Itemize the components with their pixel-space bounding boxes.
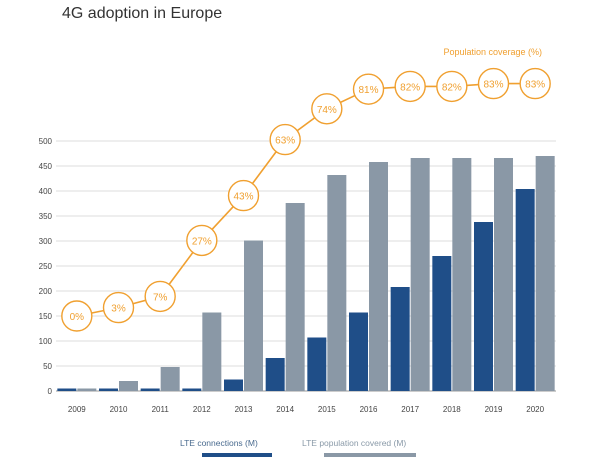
bars [57, 156, 555, 391]
chart-title: 4G adoption in Europe [62, 5, 223, 22]
x-tick-label: 2014 [276, 405, 294, 414]
coverage-bubble [436, 70, 468, 103]
coverage-label: 82% [400, 82, 420, 93]
y-tick-label: 0 [48, 387, 53, 396]
bar-lte-connections [349, 312, 368, 391]
y-tick-label: 400 [39, 187, 53, 196]
x-tick-label: 2016 [360, 405, 378, 414]
coverage-label: 83% [483, 80, 503, 91]
bar-lte-population-covered [452, 158, 472, 391]
coverage-bubble [311, 93, 343, 125]
bar-lte-connections [99, 388, 118, 391]
y-tick-label: 200 [39, 287, 53, 296]
bar-lte-population-covered [494, 158, 513, 391]
coverage-label: 0% [70, 312, 85, 323]
y-tick-label: 50 [43, 362, 52, 371]
coverage-bubble [227, 179, 260, 212]
bar-lte-population-covered [244, 240, 263, 391]
x-tick-label: 2018 [443, 405, 461, 414]
y-tick-label: 150 [39, 312, 53, 321]
bar-lte-connections [432, 256, 452, 391]
x-tick-label: 2020 [526, 405, 544, 414]
coverage-label: 7% [153, 292, 168, 303]
bar-lte-population-covered [327, 175, 347, 391]
coverage-bubble [477, 67, 510, 100]
y-tick-label: 500 [39, 137, 53, 146]
bar-lte-connections [140, 388, 160, 391]
bar-lte-population-covered [160, 367, 180, 391]
coverage-bubble [394, 70, 426, 103]
bar-lte-population-covered [202, 312, 222, 391]
bar-lte-population-covered [535, 156, 555, 391]
grid-lines [56, 140, 556, 392]
x-tick-label: 2009 [68, 405, 86, 414]
x-axis: 2009 2010 2011 2012 2013 2014 2015 2016 2017 2018… [68, 405, 545, 414]
bar-lte-population-covered [285, 203, 305, 391]
x-tick-label: 2019 [485, 405, 503, 414]
y-tick-label: 300 [39, 237, 53, 246]
bar-lte-population-covered [119, 381, 138, 391]
coverage-label: 82% [442, 82, 462, 93]
legend-lte-population-covered-label: LTE population covered (M) [302, 438, 406, 448]
bar-lte-connections [515, 189, 535, 391]
coverage-label: 63% [275, 136, 295, 147]
coverage-bubble [61, 300, 93, 332]
legend-lte-connections-label: LTE connections (M) [180, 438, 258, 448]
bar-lte-connections [182, 388, 202, 391]
coverage-bubble [186, 224, 218, 257]
x-tick-label: 2012 [193, 405, 211, 414]
coverage-bubble [352, 73, 385, 105]
y-tick-label: 250 [39, 262, 53, 271]
bar-lte-connections [57, 388, 77, 391]
y-tick-label: 450 [39, 162, 53, 171]
coverage-label: 74% [317, 105, 337, 116]
coverage-label: 43% [233, 192, 253, 203]
coverage-bubble [269, 123, 301, 156]
y-tick-label: 100 [39, 337, 53, 346]
coverage-bubble [519, 67, 551, 100]
y-tick-label: 350 [39, 212, 53, 221]
x-tick-label: 2015 [318, 405, 336, 414]
legend-lte-connections-swatch [202, 453, 272, 457]
legend-lte-population-covered-swatch [324, 453, 416, 457]
coverage-label: 83% [525, 80, 545, 91]
bar-lte-connections [224, 379, 243, 391]
x-tick-label: 2017 [401, 405, 419, 414]
legend: LTE connections (M) LTE population covere… [180, 438, 416, 457]
bar-lte-connections [265, 358, 285, 391]
coverage-label: 3% [111, 304, 126, 315]
bar-lte-population-covered [369, 162, 388, 391]
coverage-bubble [102, 291, 135, 324]
x-tick-label: 2011 [152, 405, 170, 414]
coverage-line: 0% 3% 7% 27% 43% 63% 74% 81% 82% 82% 83% 83% [61, 67, 551, 332]
coverage-series-title: Population coverage (%) [443, 47, 542, 57]
y-axis: 0 50 100 150 200 250 300 350 400 450 500 [39, 137, 53, 396]
x-tick-label: 2013 [235, 405, 253, 414]
bar-lte-connections [474, 222, 493, 391]
bar-lte-population-covered [77, 388, 97, 391]
bar-lte-connections [390, 287, 410, 391]
coverage-bubble [144, 280, 176, 313]
bar-lte-connections [307, 337, 327, 391]
x-tick-label: 2010 [110, 405, 128, 414]
bar-lte-population-covered [410, 158, 430, 391]
coverage-label: 27% [192, 236, 212, 247]
coverage-label: 81% [358, 85, 378, 96]
